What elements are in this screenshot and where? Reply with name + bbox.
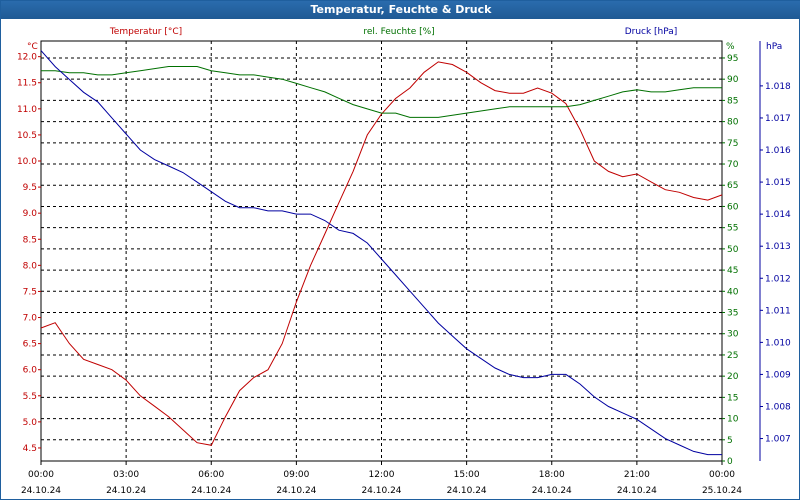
humidity-tick-label: 55 xyxy=(727,224,738,234)
x-tick-time: 09:00 xyxy=(283,470,309,480)
temperature-tick-label: 5.5 xyxy=(23,392,37,402)
humidity-tick-label: 10 xyxy=(727,415,739,425)
humidity-tick-label: 50 xyxy=(727,245,739,255)
temperature-tick-label: 4.5 xyxy=(23,444,37,454)
x-tick-date: 24.10.24 xyxy=(532,486,572,496)
window-title: Temperatur, Feuchte & Druck xyxy=(1,1,800,19)
temperature-tick-label: 10.5 xyxy=(17,131,37,141)
pressure-tick-label: 1.013 xyxy=(765,242,791,252)
humidity-unit: % xyxy=(726,42,735,52)
x-tick-date: 24.10.24 xyxy=(617,486,657,496)
humidity-tick-label: 60 xyxy=(727,202,739,212)
humidity-tick-label: 95 xyxy=(727,54,738,64)
temperature-tick-label: 10.0 xyxy=(17,157,37,167)
humidity-tick-label: 5 xyxy=(727,436,733,446)
temperature-tick-label: 8.5 xyxy=(23,235,37,245)
chart-axes: 00:00 24.10.24 03:00 24.10.24 06:00 24.10.24 0… xyxy=(17,27,791,496)
temperature-tick-label: 7.0 xyxy=(23,314,38,324)
x-tick-time: 18:00 xyxy=(539,470,565,480)
humidity-tick-label: 30 xyxy=(727,330,739,340)
pressure-tick-label: 1.008 xyxy=(765,402,791,412)
x-tick-date: 24.10.24 xyxy=(21,486,61,496)
pressure-tick-label: 1.017 xyxy=(765,114,791,124)
temperature-tick-label: 7.5 xyxy=(23,287,37,297)
x-tick-time: 03:00 xyxy=(113,470,139,480)
humidity-tick-label: 0 xyxy=(727,457,733,467)
temperature-tick-label: 5.0 xyxy=(23,418,38,428)
pressure-axis-label: Druck [hPa] xyxy=(625,27,678,37)
x-tick-time: 21:00 xyxy=(624,470,650,480)
x-tick-date: 24.10.24 xyxy=(361,486,401,496)
x-tick-time: 00:00 xyxy=(28,470,54,480)
pressure-tick-label: 1.011 xyxy=(765,306,791,316)
humidity-series-line xyxy=(41,66,722,118)
x-tick-time: 06:00 xyxy=(198,470,224,480)
pressure-tick-label: 1.018 xyxy=(765,82,791,92)
temperature-unit: °C xyxy=(27,42,38,52)
humidity-tick-label: 40 xyxy=(727,287,739,297)
x-tick-time: 12:00 xyxy=(369,470,395,480)
temperature-axis-label: Temperatur [°C] xyxy=(109,27,182,37)
temperature-tick-label: 8.0 xyxy=(23,261,38,271)
pressure-tick-label: 1.012 xyxy=(765,274,791,284)
x-tick-date: 24.10.24 xyxy=(106,486,146,496)
pressure-tick-label: 1.015 xyxy=(765,178,791,188)
temperature-tick-label: 9.5 xyxy=(23,183,37,193)
x-tick-date: 25.10.24 xyxy=(702,486,742,496)
x-tick-date: 24.10.24 xyxy=(191,486,231,496)
temperature-series-line xyxy=(40,61,723,446)
humidity-tick-label: 15 xyxy=(727,393,738,403)
x-tick-time: 15:00 xyxy=(454,470,480,480)
pressure-series-line xyxy=(40,50,722,456)
humidity-tick-label: 35 xyxy=(727,309,738,319)
temperature-tick-label: 11.0 xyxy=(17,105,37,115)
humidity-tick-label: 85 xyxy=(727,96,738,106)
humidity-tick-label: 20 xyxy=(727,372,739,382)
humidity-tick-label: 70 xyxy=(727,160,739,170)
x-tick-time: 00:00 xyxy=(709,470,735,480)
humidity-tick-label: 25 xyxy=(727,351,738,361)
x-tick-date: 24.10.24 xyxy=(276,486,316,496)
humidity-tick-label: 45 xyxy=(727,266,738,276)
humidity-tick-label: 65 xyxy=(727,181,738,191)
pressure-tick-label: 1.010 xyxy=(765,338,791,348)
temperature-tick-label: 9.0 xyxy=(23,209,38,219)
temperature-tick-label: 6.0 xyxy=(23,366,38,376)
pressure-tick-label: 1.016 xyxy=(765,146,791,156)
humidity-tick-label: 90 xyxy=(727,75,739,85)
pressure-tick-label: 1.009 xyxy=(765,370,791,380)
humidity-tick-label: 75 xyxy=(727,139,738,149)
temperature-tick-label: 6.5 xyxy=(23,340,37,350)
chart-series xyxy=(40,50,723,456)
pressure-tick-label: 1.014 xyxy=(765,210,791,220)
temperature-tick-label: 12.0 xyxy=(17,53,37,63)
humidity-axis-label: rel. Feuchte [%] xyxy=(363,27,434,37)
temperature-tick-label: 11.5 xyxy=(17,79,37,89)
humidity-tick-label: 80 xyxy=(727,118,739,128)
x-tick-date: 24.10.24 xyxy=(447,486,487,496)
pressure-unit: hPa xyxy=(766,42,782,52)
pressure-tick-label: 1.007 xyxy=(765,435,791,445)
